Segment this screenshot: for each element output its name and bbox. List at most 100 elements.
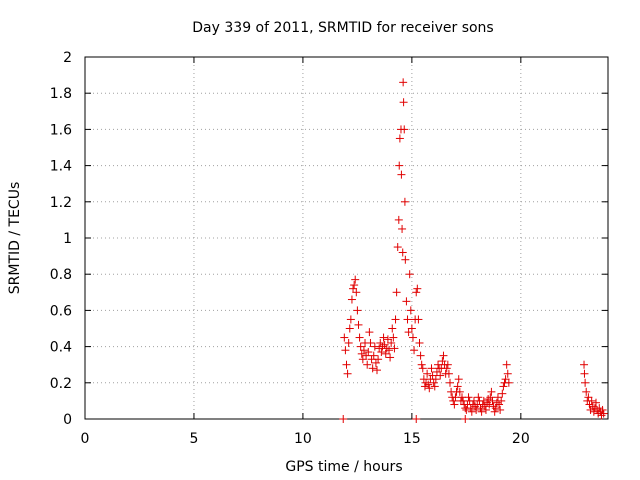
data-point xyxy=(443,360,452,369)
data-point xyxy=(407,324,416,333)
data-point xyxy=(446,378,455,387)
data-point xyxy=(488,396,497,405)
data-point xyxy=(349,284,358,293)
data-point xyxy=(410,346,419,355)
data-point xyxy=(383,335,392,344)
data-point xyxy=(347,295,356,304)
data-point xyxy=(598,405,607,414)
data-point xyxy=(430,382,439,391)
data-point xyxy=(582,387,591,396)
data-point xyxy=(580,360,589,369)
y-axis-label: SRMTID / TECUs xyxy=(7,182,23,295)
y-tick-label: 0.4 xyxy=(50,340,72,356)
data-point xyxy=(401,255,410,264)
y-tick-label: 1.6 xyxy=(50,122,72,138)
data-point xyxy=(450,400,459,409)
data-point xyxy=(374,355,383,364)
data-point xyxy=(359,346,368,355)
data-point xyxy=(344,338,353,347)
data-point xyxy=(346,315,355,324)
data-point xyxy=(416,351,425,360)
y-tick-label: 1.2 xyxy=(50,195,72,211)
data-point xyxy=(390,344,399,353)
data-point xyxy=(481,405,490,414)
data-point xyxy=(408,333,417,342)
data-point xyxy=(417,360,426,369)
grid-layer xyxy=(85,57,608,419)
y-tick-label: 0.8 xyxy=(50,267,72,283)
data-point xyxy=(431,375,440,384)
data-point xyxy=(393,243,402,252)
data-point xyxy=(587,396,596,405)
data-point xyxy=(351,275,360,284)
x-tick-label: 15 xyxy=(403,431,421,447)
data-point xyxy=(391,315,400,324)
data-point xyxy=(406,306,415,315)
data-point xyxy=(584,393,593,402)
y-tick-label: 2 xyxy=(63,50,72,66)
data-point xyxy=(354,320,363,329)
data-point xyxy=(394,215,403,224)
data-point xyxy=(580,369,589,378)
data-point xyxy=(418,364,427,373)
y-tick-label: 0.6 xyxy=(50,303,72,319)
data-point xyxy=(392,288,401,297)
y-tick-label: 1.4 xyxy=(50,159,72,175)
data-point xyxy=(388,324,397,333)
data-point xyxy=(382,344,391,353)
data-point xyxy=(405,270,414,279)
data-point xyxy=(377,348,386,357)
data-point xyxy=(414,315,423,324)
data-point xyxy=(343,369,352,378)
data-points xyxy=(339,78,608,423)
data-point xyxy=(353,306,362,315)
data-point xyxy=(345,324,354,333)
data-point xyxy=(399,98,408,107)
data-point xyxy=(444,369,453,378)
y-tick-label: 1.8 xyxy=(50,86,72,102)
data-point xyxy=(369,351,378,360)
data-point xyxy=(400,125,409,134)
data-point xyxy=(472,405,481,414)
data-point xyxy=(599,409,608,418)
x-axis-label: GPS time / hours xyxy=(285,459,402,475)
data-point xyxy=(490,407,499,416)
chart-title: Day 339 of 2011, SRMTID for receiver son… xyxy=(192,20,493,36)
data-point xyxy=(398,224,407,233)
x-tick-label: 5 xyxy=(189,431,198,447)
data-point xyxy=(424,380,433,389)
data-point xyxy=(356,342,365,351)
data-point xyxy=(370,342,379,351)
data-point xyxy=(373,366,382,375)
tick-layer: 00.20.40.60.811.21.41.61.820 5 10 15 20 xyxy=(50,50,608,447)
data-point xyxy=(415,338,424,347)
data-point xyxy=(341,346,350,355)
data-point xyxy=(491,404,500,413)
data-point xyxy=(413,284,422,293)
data-point xyxy=(339,415,348,423)
y-tick-label: 0.2 xyxy=(50,376,72,392)
data-point xyxy=(384,346,393,355)
data-point xyxy=(398,248,407,257)
data-point xyxy=(442,364,451,373)
data-point xyxy=(352,288,361,297)
data-point xyxy=(395,161,404,170)
data-point xyxy=(487,387,496,396)
data-point xyxy=(479,396,488,405)
data-point xyxy=(496,405,505,414)
data-point xyxy=(497,396,506,405)
data-point xyxy=(485,400,494,409)
y-tick-label: 1 xyxy=(63,231,72,247)
data-point xyxy=(364,348,373,357)
data-point xyxy=(428,371,437,380)
data-point xyxy=(342,360,351,369)
data-point xyxy=(462,405,471,414)
data-point xyxy=(400,197,409,206)
data-point xyxy=(499,382,508,391)
data-point xyxy=(358,355,367,364)
x-tick-label: 20 xyxy=(512,431,530,447)
data-point xyxy=(467,407,476,416)
data-point xyxy=(397,170,406,179)
data-point xyxy=(379,333,388,342)
